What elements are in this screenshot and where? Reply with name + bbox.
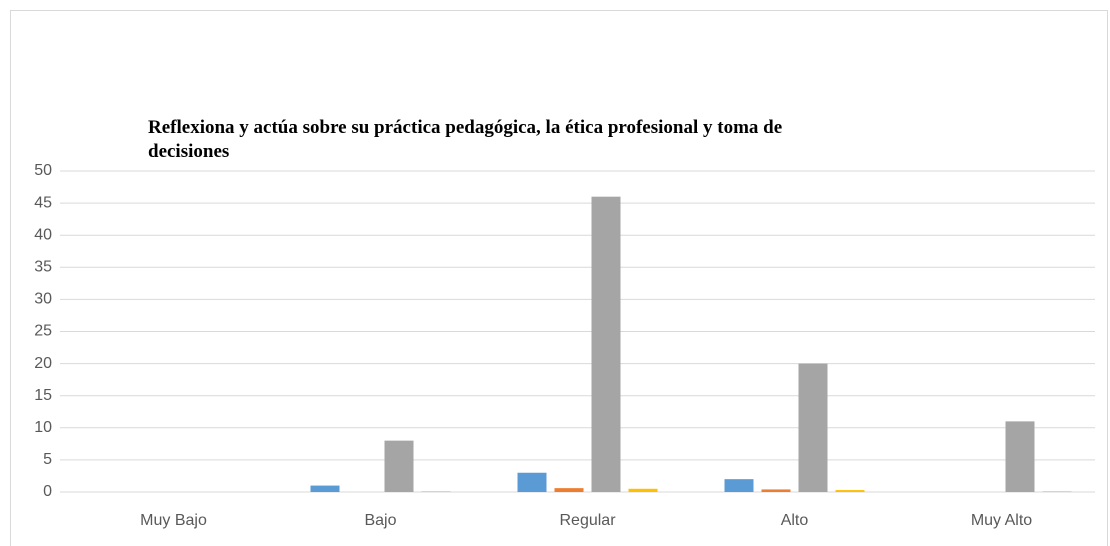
y-tick-label: 25 bbox=[34, 323, 52, 340]
y-tick-label: 5 bbox=[43, 451, 52, 468]
bar bbox=[384, 440, 414, 492]
y-tick-label: 20 bbox=[34, 355, 52, 372]
bar bbox=[761, 489, 791, 492]
x-tick-label: Regular bbox=[559, 512, 616, 529]
chart-title: Reflexiona y actúa sobre su práctica ped… bbox=[148, 117, 783, 162]
y-tick-label: 45 bbox=[34, 194, 52, 211]
y-tick-label: 10 bbox=[34, 419, 52, 436]
bar bbox=[310, 485, 340, 492]
y-tick-label: 50 bbox=[34, 162, 52, 179]
bar bbox=[591, 196, 621, 492]
x-tick-label: Bajo bbox=[364, 512, 396, 529]
bar bbox=[1005, 421, 1035, 492]
y-tick-label: 30 bbox=[34, 291, 52, 308]
x-tick-label: Muy Bajo bbox=[140, 512, 207, 529]
chart-border bbox=[10, 10, 1108, 546]
y-tick-label: 0 bbox=[43, 483, 52, 500]
x-tick-label: Alto bbox=[781, 512, 809, 529]
bar bbox=[421, 491, 451, 492]
y-tick-label: 35 bbox=[34, 259, 52, 276]
bar bbox=[724, 479, 754, 492]
bar bbox=[835, 490, 865, 492]
x-tick-label: Muy Alto bbox=[971, 512, 1032, 529]
bar bbox=[628, 488, 658, 492]
bar bbox=[798, 363, 828, 492]
bar bbox=[517, 472, 547, 492]
bar bbox=[1042, 491, 1072, 492]
y-tick-label: 40 bbox=[34, 226, 52, 243]
bar bbox=[554, 488, 584, 492]
y-tick-label: 15 bbox=[34, 387, 52, 404]
